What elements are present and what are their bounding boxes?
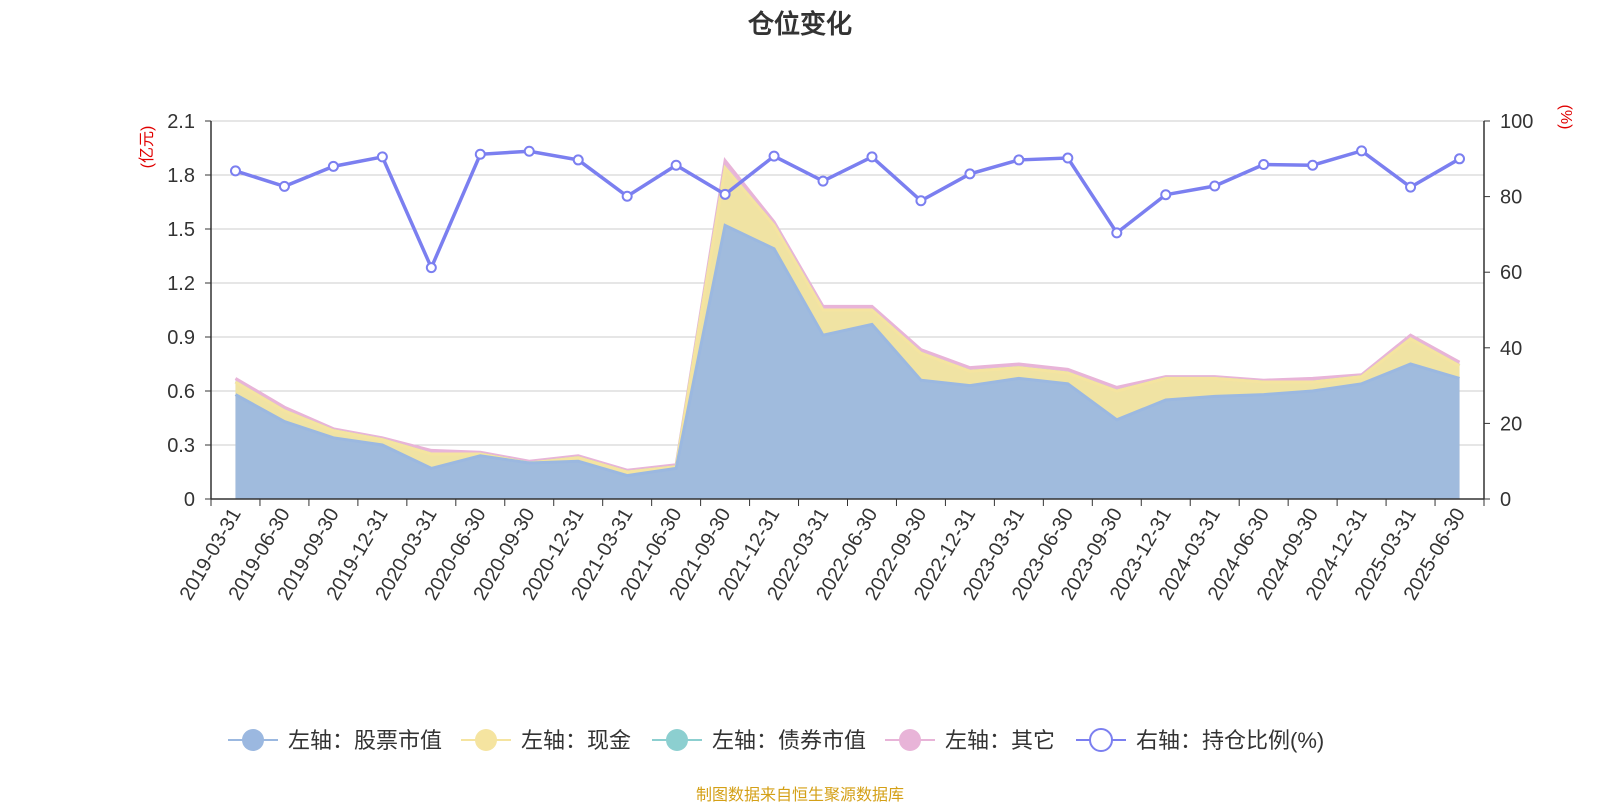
ratio-point — [719, 188, 731, 200]
legend-marker — [666, 729, 688, 751]
ratio-point — [425, 262, 437, 274]
legend-label: 左轴：现金 — [521, 728, 631, 753]
ratio-point — [1258, 158, 1270, 170]
ratio-point — [1160, 189, 1172, 201]
left-axis-tick-label: 0.6 — [167, 381, 195, 403]
ratio-point — [376, 151, 388, 163]
ratio-point — [670, 159, 682, 171]
right-axis-tick-label: 100 — [1500, 111, 1533, 133]
area-edge-4 — [234, 157, 1461, 472]
right-axis-tick-label: 60 — [1500, 262, 1522, 284]
ratio-point — [1209, 180, 1221, 192]
legend-marker — [899, 729, 921, 751]
ratio-point — [768, 150, 780, 162]
ratio-point — [523, 145, 535, 157]
area-edge-1 — [234, 223, 1460, 478]
right-axis-tick-label: 40 — [1500, 338, 1522, 360]
right-axis-tick-label: 0 — [1500, 489, 1511, 511]
area-1 — [235, 225, 1460, 499]
left-axis-tick-label: 0.3 — [167, 435, 195, 457]
legend-marker — [242, 729, 264, 751]
ratio-point — [1062, 152, 1074, 164]
ratio-point — [229, 165, 241, 177]
ratio-point — [474, 148, 486, 160]
left-axis-tick-label: 1.5 — [167, 219, 195, 241]
ratio-point — [278, 180, 290, 192]
legend-label: 左轴：股票市值 — [288, 728, 442, 753]
ratio-point — [572, 154, 584, 166]
ratio-point — [1013, 154, 1025, 166]
ratio-point — [964, 168, 976, 180]
legend-label: 左轴：其它 — [945, 728, 1055, 753]
ratio-point — [817, 175, 829, 187]
area-edge-2 — [234, 164, 1461, 474]
legend-marker — [1089, 728, 1113, 752]
left-axis-tick-label: 1.2 — [167, 273, 195, 295]
ratio-point — [1405, 181, 1417, 193]
ratio-point — [1454, 153, 1466, 165]
right-axis-tick-label: 80 — [1500, 187, 1522, 209]
ratio-line — [234, 148, 1461, 273]
ratio-point — [866, 151, 878, 163]
ratio-point — [1356, 145, 1368, 157]
left-axis-unit: (亿元) — [138, 126, 156, 169]
legend-marker — [475, 729, 497, 751]
right-axis-tick-label: 20 — [1500, 413, 1522, 435]
ratio-point — [621, 190, 633, 202]
ratio-point — [915, 195, 927, 207]
ratio-point — [1111, 227, 1123, 239]
left-axis-tick-label: 0.9 — [167, 327, 195, 349]
chart-title: 仓位变化 — [747, 10, 852, 40]
left-axis-tick-label: 1.8 — [167, 165, 195, 187]
left-axis-tick-label: 0 — [184, 489, 195, 511]
ratio-point — [327, 160, 339, 172]
legend-label: 左轴：债券市值 — [712, 728, 866, 753]
source-note: 制图数据来自恒生聚源数据库 — [695, 785, 904, 804]
right-axis-unit: (%) — [1557, 105, 1574, 130]
legend-label: 右轴：持仓比例(%) — [1136, 728, 1324, 753]
ratio-point — [1307, 159, 1319, 171]
left-axis-tick-label: 2.1 — [167, 111, 195, 133]
